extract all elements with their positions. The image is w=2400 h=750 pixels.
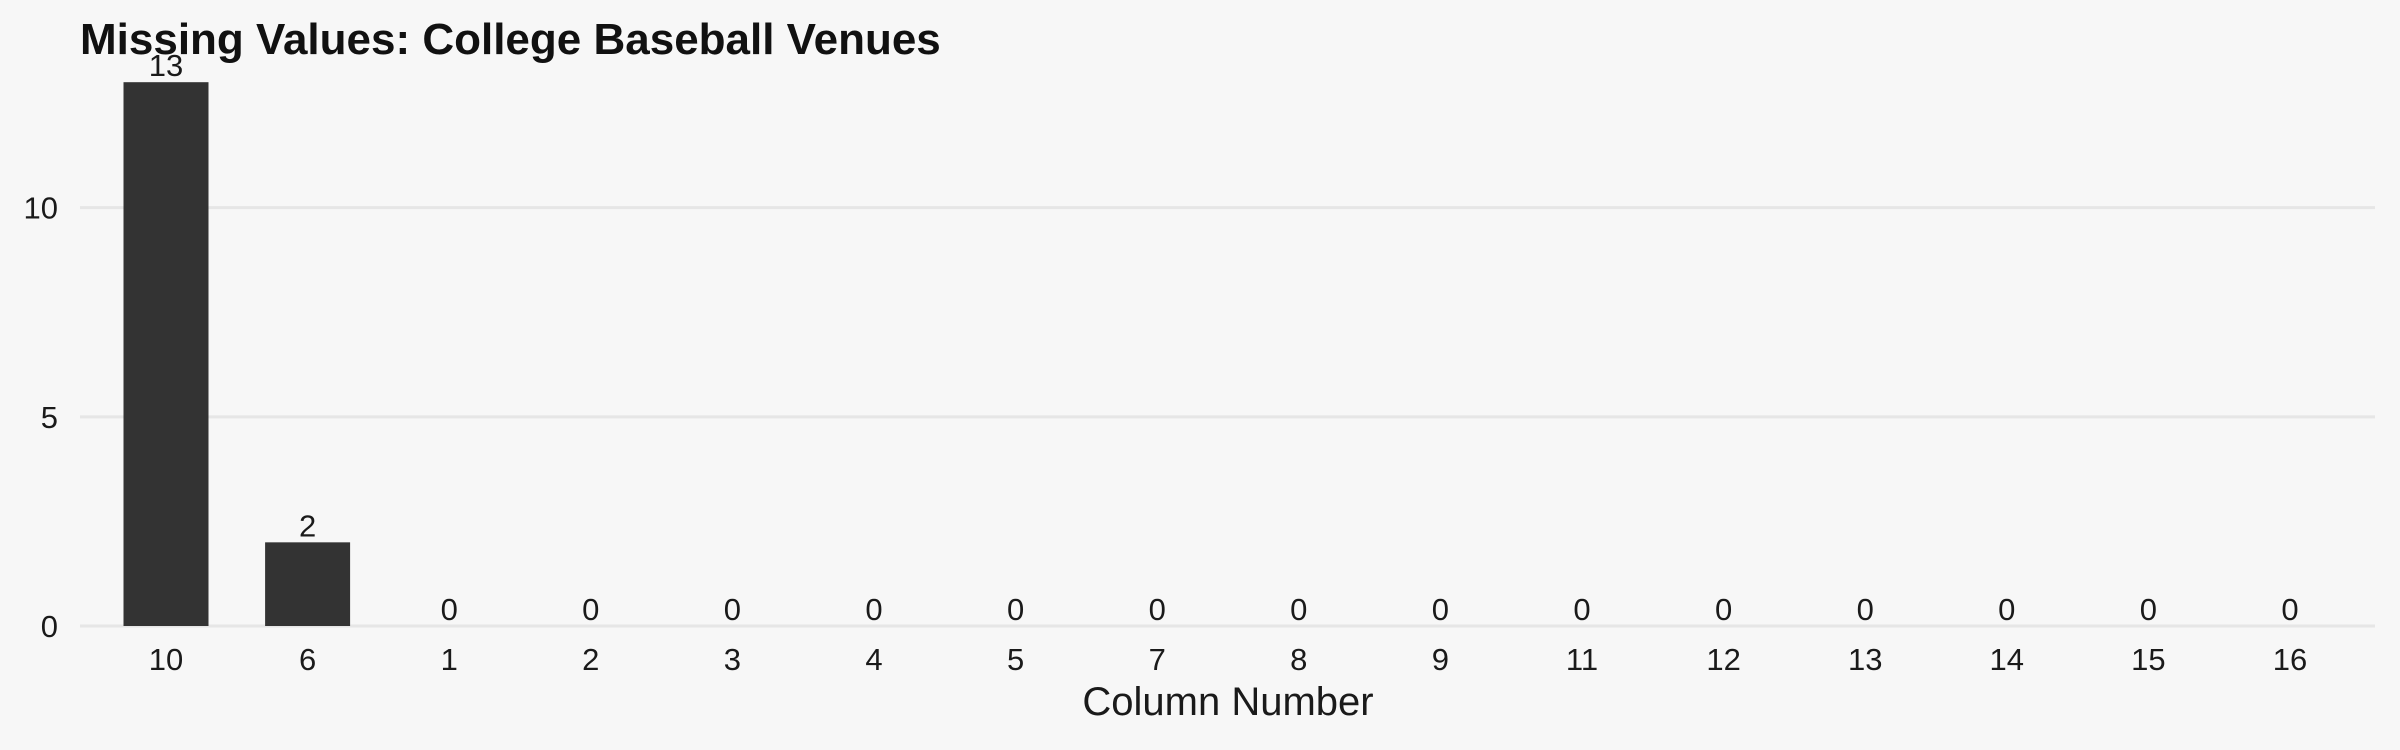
x-axis-ticks: 10 6 1 2 3 4 5 7 8 9 11 12 13 14 15 16 [149, 642, 2307, 677]
x-tick-label: 7 [1149, 642, 1166, 677]
x-tick-label: 14 [1990, 642, 2024, 677]
x-tick-label: 4 [865, 642, 882, 677]
x-tick-label: 12 [1706, 642, 1740, 677]
x-tick-label: 11 [1566, 642, 1598, 677]
data-label: 0 [1290, 592, 1307, 627]
y-tick-label: 5 [41, 400, 58, 435]
data-label: 0 [1149, 592, 1166, 627]
x-tick-label: 6 [299, 642, 316, 677]
data-labels: 13 2 0 0 0 0 0 0 0 0 0 0 0 0 0 0 [149, 48, 2299, 627]
data-label: 0 [1007, 592, 1024, 627]
chart-title: Missing Values: College Baseball Venues [80, 15, 941, 64]
data-label: 0 [1715, 592, 1732, 627]
x-tick-label: 10 [149, 642, 183, 677]
gridlines [80, 206, 2375, 628]
x-axis-label: Column Number [1082, 680, 1373, 724]
data-label: 0 [2140, 592, 2157, 627]
data-label: 0 [582, 592, 599, 627]
x-tick-label: 3 [724, 642, 741, 677]
bar [265, 542, 351, 626]
x-tick-label: 5 [1007, 642, 1024, 677]
data-label: 0 [1432, 592, 1449, 627]
data-label: 0 [1573, 592, 1590, 627]
data-label: 0 [2281, 592, 2298, 627]
data-label: 0 [865, 592, 882, 627]
data-label: 0 [1998, 592, 2015, 627]
data-label: 2 [299, 508, 316, 543]
y-tick-label: 0 [41, 609, 58, 644]
y-axis-ticks: 0 5 10 [24, 191, 58, 644]
x-tick-label: 9 [1432, 642, 1449, 677]
data-label: 13 [149, 48, 183, 83]
bars [123, 82, 351, 626]
data-label: 0 [724, 592, 741, 627]
x-tick-label: 16 [2273, 642, 2307, 677]
x-tick-label: 15 [2131, 642, 2165, 677]
x-tick-label: 13 [1848, 642, 1882, 677]
x-tick-label: 2 [582, 642, 599, 677]
data-label: 0 [1857, 592, 1874, 627]
y-tick-label: 10 [24, 191, 58, 226]
bar [123, 82, 209, 626]
x-tick-label: 8 [1290, 642, 1307, 677]
x-tick-label: 1 [441, 642, 458, 677]
data-label: 0 [441, 592, 458, 627]
